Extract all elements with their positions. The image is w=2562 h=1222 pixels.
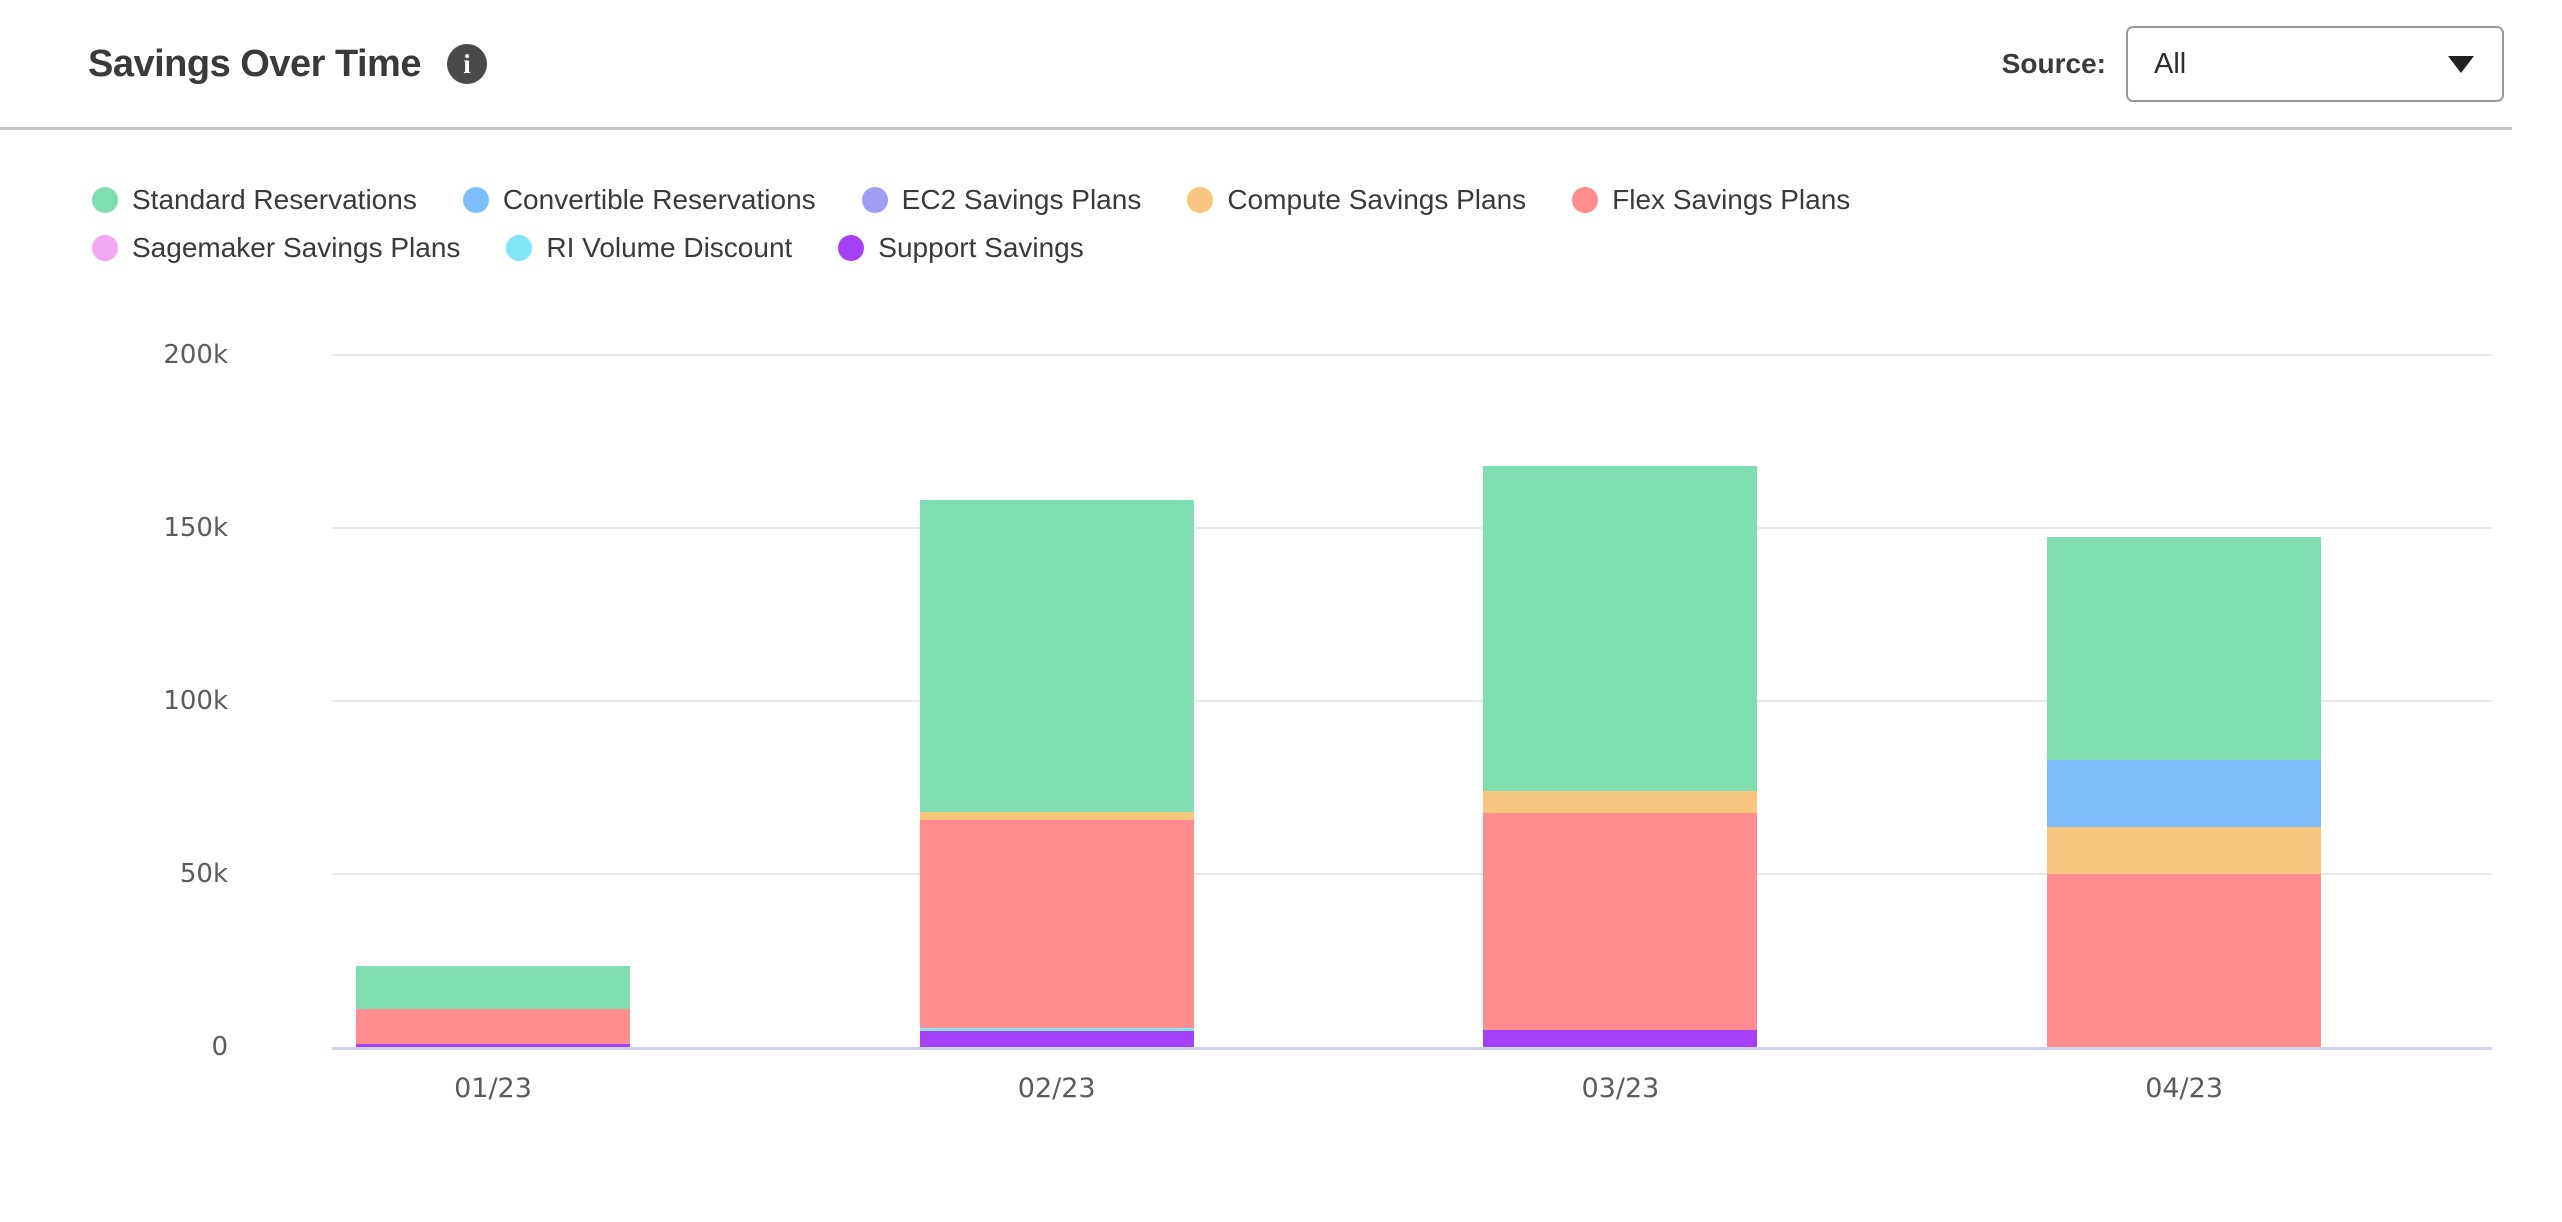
bar-segment[interactable] — [919, 811, 1194, 821]
bar-segment[interactable] — [919, 1031, 1194, 1047]
legend-dot-icon — [92, 187, 118, 213]
x-axis-label: 03/23 — [1581, 1073, 1660, 1104]
info-icon[interactable]: i — [446, 44, 487, 84]
legend-item-convertible-reservations[interactable]: Convertible Reservations — [462, 184, 816, 216]
y-axis-label: 0 — [211, 1032, 228, 1062]
legend-dot-icon — [1572, 187, 1599, 213]
bar-segment[interactable] — [1483, 465, 1758, 791]
y-axis: 0 50k 100k 150k 200k — [0, 340, 228, 1062]
legend-item-flex-savings-plans[interactable]: Flex Savings Plans — [1572, 184, 1850, 216]
gridline — [332, 527, 2492, 529]
panel-header: Savings Over Time i Source: All — [0, 0, 2562, 128]
bar-segment[interactable] — [1483, 813, 1758, 1030]
legend-item-label: Flex Savings Plans — [1612, 184, 1851, 215]
bar-segment[interactable] — [1483, 790, 1758, 814]
legend-item-label: Convertible Reservations — [502, 184, 816, 215]
gridline — [332, 700, 2492, 702]
bar-03-23 — [1483, 465, 1758, 1047]
y-axis-label: 150k — [163, 513, 228, 543]
chart-legend: Standard Reservations Convertible Reserva… — [92, 184, 2072, 264]
bar-segment[interactable] — [2047, 536, 2322, 760]
y-axis-label: 100k — [163, 686, 228, 716]
legend-item-label: EC2 Savings Plans — [901, 184, 1142, 215]
source-dropdown[interactable]: All — [2126, 26, 2504, 102]
legend-item-label: Compute Savings Plans — [1227, 184, 1527, 215]
bar-segment[interactable] — [356, 1008, 630, 1044]
gridline — [332, 354, 2492, 356]
bar-02-23 — [919, 500, 1194, 1047]
y-axis-label: 50k — [179, 859, 228, 889]
bar-segment[interactable] — [2047, 759, 2322, 828]
y-axis-label: 200k — [163, 340, 228, 370]
bar-segment[interactable] — [1483, 1029, 1758, 1047]
plot-area — [332, 354, 2492, 1050]
legend-item-ri-volume-discount[interactable]: RI Volume Discount — [506, 232, 792, 264]
legend-dot-icon — [838, 235, 865, 261]
legend-item-ec2-savings-plans[interactable]: EC2 Savings Plans — [861, 184, 1142, 216]
bar-01-23 — [356, 965, 630, 1047]
bar-04-23 — [2047, 536, 2322, 1047]
source-dropdown-value: All — [2154, 47, 2187, 80]
bar-segment[interactable] — [356, 965, 630, 1009]
legend-dot-icon — [861, 187, 888, 213]
legend-dot-icon — [1187, 187, 1214, 213]
legend-item-support-savings[interactable]: Support Savings — [838, 232, 1084, 264]
chevron-down-icon — [2448, 55, 2474, 73]
x-axis-label: 01/23 — [454, 1073, 532, 1104]
legend-item-label: RI Volume Discount — [546, 232, 793, 263]
legend-item-label: Standard Reservations — [132, 184, 417, 215]
source-label: Source: — [2001, 48, 2106, 79]
bar-segment[interactable] — [356, 1043, 630, 1047]
legend-item-label: Support Savings — [878, 232, 1084, 263]
x-axis-label: 04/23 — [2145, 1073, 2223, 1104]
bar-segment[interactable] — [2047, 827, 2322, 874]
bar-segment[interactable] — [919, 820, 1194, 1028]
legend-item-compute-savings-plans[interactable]: Compute Savings Plans — [1187, 184, 1526, 216]
legend-item-sagemaker-savings-plans[interactable]: Sagemaker Savings Plans — [92, 232, 460, 264]
legend-dot-icon — [462, 187, 489, 213]
bar-segment[interactable] — [919, 500, 1194, 812]
legend-dot-icon — [506, 235, 533, 261]
header-divider — [0, 127, 2512, 130]
bar-segment[interactable] — [2047, 874, 2322, 1047]
x-axis-label: 02/23 — [1017, 1073, 1096, 1104]
bar-segment[interactable] — [919, 1027, 1194, 1032]
legend-item-label: Sagemaker Savings Plans — [132, 232, 461, 263]
legend-dot-icon — [92, 235, 118, 261]
x-axis: 01/23 02/23 03/23 04/23 — [332, 1073, 2492, 1113]
gridline — [332, 873, 2492, 875]
legend-item-standard-reservations[interactable]: Standard Reservations — [92, 184, 417, 216]
page-title: Savings Over Time — [88, 42, 421, 85]
